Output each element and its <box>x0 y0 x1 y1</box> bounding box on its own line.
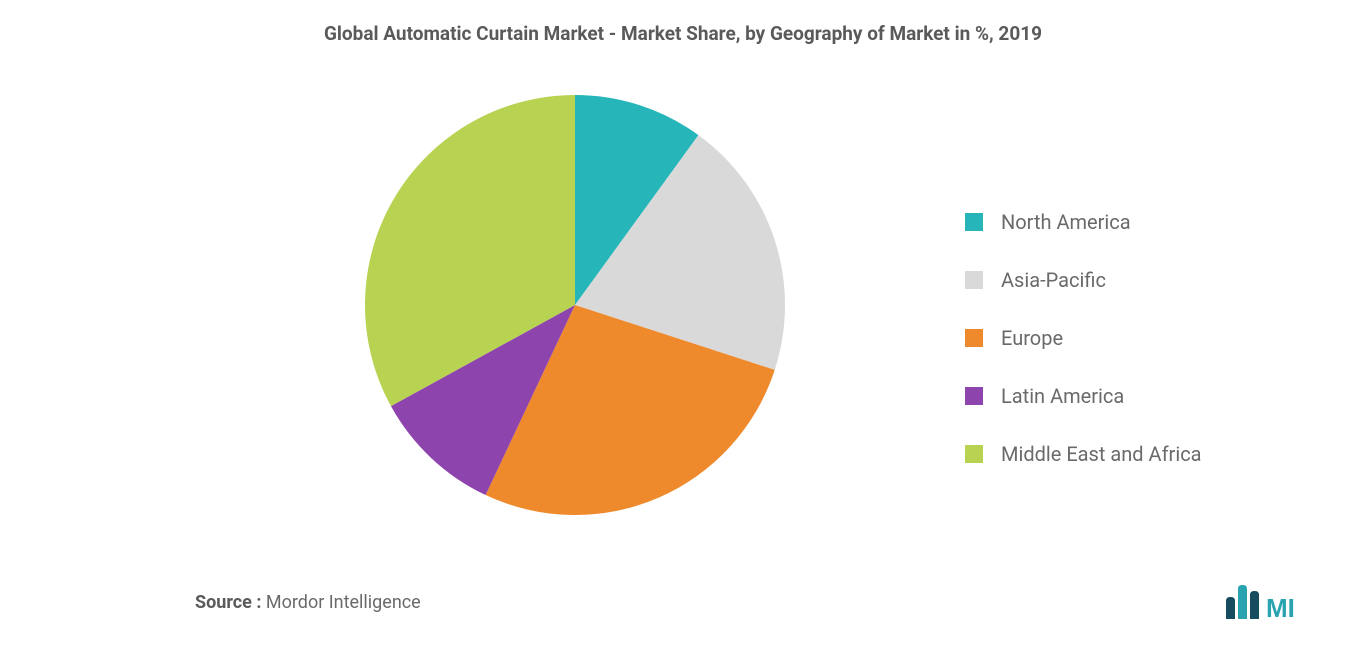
legend-swatch <box>965 387 983 405</box>
legend-item: Europe <box>965 326 1202 350</box>
legend-swatch <box>965 213 983 231</box>
chart-container: Global Automatic Curtain Market - Market… <box>0 0 1366 655</box>
source-attribution: Source : Mordor Intelligence <box>195 592 421 613</box>
chart-title: Global Automatic Curtain Market - Market… <box>0 0 1366 45</box>
legend-swatch <box>965 271 983 289</box>
source-prefix: Source : <box>195 592 261 613</box>
legend-label: Asia-Pacific <box>1001 268 1106 292</box>
legend-item: North America <box>965 210 1202 234</box>
brand-logo: MI <box>1226 579 1306 625</box>
legend-swatch <box>965 445 983 463</box>
legend-label: Middle East and Africa <box>1001 442 1202 466</box>
legend-item: Asia-Pacific <box>965 268 1202 292</box>
legend-label: North America <box>1001 210 1131 234</box>
legend-label: Latin America <box>1001 384 1124 408</box>
plot-area: North America Asia-Pacific Europe Latin Ame… <box>0 80 1366 540</box>
svg-text:MI: MI <box>1266 593 1295 623</box>
pie-chart <box>360 90 790 520</box>
legend: North America Asia-Pacific Europe Latin Ame… <box>965 210 1202 500</box>
source-name: Mordor Intelligence <box>266 592 421 613</box>
legend-label: Europe <box>1001 326 1063 350</box>
legend-swatch <box>965 329 983 347</box>
legend-item: Latin America <box>965 384 1202 408</box>
legend-item: Middle East and Africa <box>965 442 1202 466</box>
